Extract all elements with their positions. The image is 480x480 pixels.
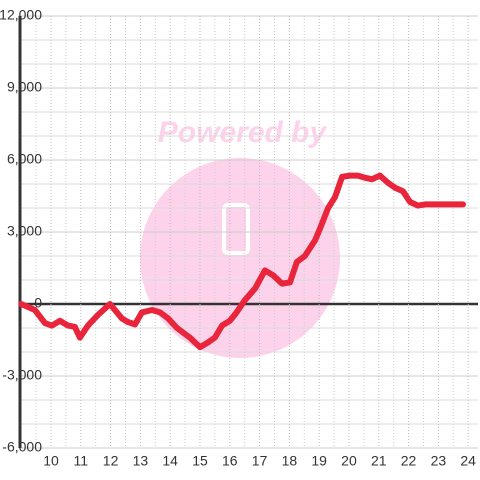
x-tick-label: 24 [460,453,476,469]
x-tick-label: 18 [282,453,298,469]
x-tick-label: 19 [311,453,327,469]
y-tick-label: 3,000 [7,223,42,239]
x-tick-label: 13 [133,453,149,469]
data-line [18,172,467,351]
x-tick-label: 16 [222,453,238,469]
x-tick-label: 14 [162,453,178,469]
y-tick-label: -6,000 [2,439,42,455]
x-tick-label: 17 [252,453,268,469]
watermark-text: Powered by [158,116,328,149]
x-tick-label: 20 [341,453,357,469]
x-tick-label: 10 [43,453,59,469]
y-tick-label: 12,000 [0,7,42,23]
y-tick-label: 0 [34,295,42,311]
x-tick-label: 22 [401,453,417,469]
x-tick-label: 12 [103,453,119,469]
x-tick-label: 15 [192,453,208,469]
y-tick-label: -3,000 [2,367,42,383]
y-tick-label: 9,000 [7,79,42,95]
y-tick-label: 6,000 [7,151,42,167]
x-tick-label: 11 [74,453,89,469]
watermark-icon [222,203,250,255]
x-tick-label: 23 [431,453,447,469]
x-tick-label: 21 [371,453,387,469]
